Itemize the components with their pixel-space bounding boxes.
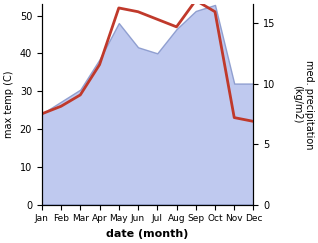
X-axis label: date (month): date (month) (107, 229, 189, 239)
Y-axis label: med. precipitation
(kg/m2): med. precipitation (kg/m2) (292, 60, 314, 149)
Y-axis label: max temp (C): max temp (C) (4, 71, 14, 138)
